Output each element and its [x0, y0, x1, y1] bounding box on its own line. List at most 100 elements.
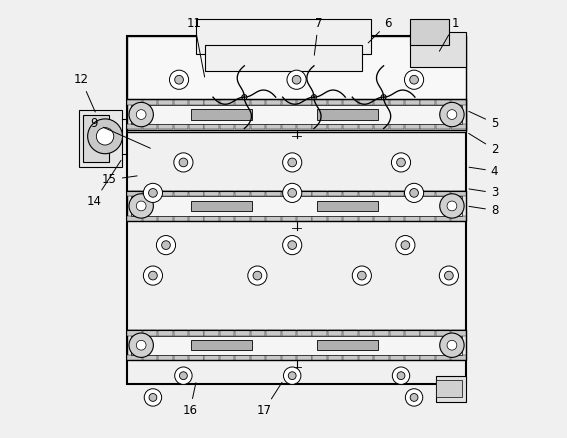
- Text: 7: 7: [314, 17, 322, 55]
- Bar: [266, 124, 281, 129]
- Bar: [343, 100, 358, 105]
- Circle shape: [292, 75, 301, 84]
- Bar: [328, 191, 342, 196]
- Bar: [343, 191, 358, 196]
- Circle shape: [282, 184, 302, 202]
- Circle shape: [405, 389, 423, 406]
- Bar: [143, 330, 157, 336]
- Circle shape: [440, 194, 464, 218]
- Bar: [328, 124, 342, 129]
- Bar: [390, 215, 404, 221]
- Bar: [251, 355, 265, 360]
- Bar: [174, 215, 188, 221]
- Bar: [421, 355, 435, 360]
- Bar: [410, 32, 466, 67]
- Bar: [297, 191, 311, 196]
- Bar: [312, 100, 327, 105]
- Bar: [251, 124, 265, 129]
- Bar: [235, 215, 250, 221]
- Bar: [390, 124, 404, 129]
- Bar: [266, 215, 281, 221]
- Bar: [451, 355, 466, 360]
- Bar: [374, 215, 389, 221]
- Circle shape: [179, 158, 188, 167]
- Bar: [343, 355, 358, 360]
- Bar: [127, 124, 142, 129]
- Bar: [158, 330, 173, 336]
- Bar: [359, 355, 373, 360]
- Bar: [127, 215, 142, 221]
- Circle shape: [397, 372, 405, 380]
- Text: 17: 17: [256, 382, 282, 417]
- Bar: [328, 355, 342, 360]
- Circle shape: [311, 95, 316, 99]
- Bar: [312, 215, 327, 221]
- Bar: [83, 115, 109, 162]
- Bar: [312, 124, 327, 129]
- Bar: [421, 100, 435, 105]
- Circle shape: [242, 95, 247, 99]
- Bar: [192, 340, 252, 350]
- Circle shape: [156, 236, 176, 254]
- Circle shape: [136, 340, 146, 350]
- Bar: [282, 215, 296, 221]
- Bar: [410, 19, 449, 45]
- Bar: [359, 124, 373, 129]
- Bar: [143, 100, 157, 105]
- Bar: [189, 215, 204, 221]
- Bar: [174, 355, 188, 360]
- Bar: [436, 191, 450, 196]
- Bar: [220, 330, 234, 336]
- Circle shape: [143, 184, 163, 202]
- Circle shape: [352, 266, 371, 285]
- Bar: [451, 100, 466, 105]
- Bar: [266, 100, 281, 105]
- Circle shape: [136, 110, 146, 120]
- Bar: [421, 330, 435, 336]
- Bar: [220, 355, 234, 360]
- Bar: [192, 110, 252, 120]
- Bar: [317, 201, 378, 211]
- Circle shape: [129, 102, 153, 127]
- Bar: [328, 330, 342, 336]
- Text: 2: 2: [469, 134, 498, 156]
- Circle shape: [129, 333, 153, 357]
- Circle shape: [439, 266, 459, 285]
- Bar: [235, 100, 250, 105]
- Bar: [158, 355, 173, 360]
- Bar: [374, 330, 389, 336]
- Bar: [297, 215, 311, 221]
- Bar: [405, 330, 420, 336]
- Bar: [282, 191, 296, 196]
- Bar: [451, 330, 466, 336]
- Bar: [158, 124, 173, 129]
- Bar: [220, 215, 234, 221]
- Text: 4: 4: [469, 165, 498, 178]
- Bar: [235, 355, 250, 360]
- Bar: [436, 330, 450, 336]
- Bar: [127, 330, 466, 360]
- Text: 9: 9: [90, 117, 150, 148]
- Bar: [405, 124, 420, 129]
- Circle shape: [404, 70, 424, 89]
- Bar: [196, 19, 371, 53]
- Bar: [127, 36, 466, 132]
- Bar: [205, 45, 362, 71]
- Bar: [127, 191, 142, 196]
- Bar: [266, 330, 281, 336]
- Circle shape: [410, 75, 418, 84]
- Circle shape: [149, 393, 157, 401]
- Bar: [174, 191, 188, 196]
- Bar: [189, 191, 204, 196]
- Bar: [251, 100, 265, 105]
- Bar: [251, 215, 265, 221]
- Bar: [158, 191, 173, 196]
- Circle shape: [445, 271, 453, 280]
- Bar: [390, 191, 404, 196]
- Text: 5: 5: [469, 111, 498, 130]
- Bar: [421, 191, 435, 196]
- Bar: [282, 124, 296, 129]
- Circle shape: [396, 236, 415, 254]
- Bar: [436, 124, 450, 129]
- Bar: [205, 215, 219, 221]
